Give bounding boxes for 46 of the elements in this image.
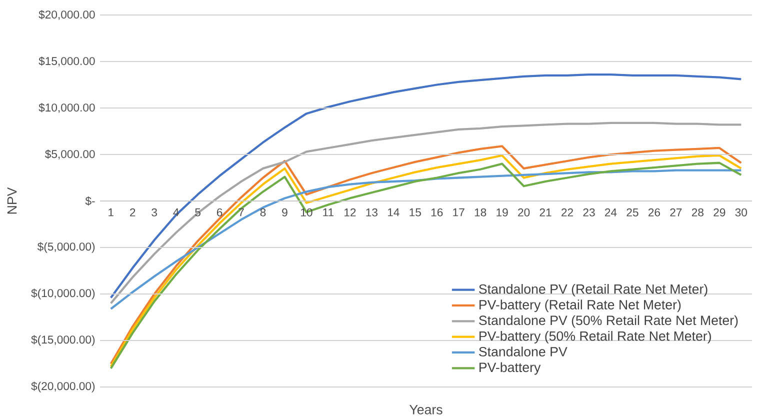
- legend-label: PV-battery (Retail Rate Net Meter): [480, 300, 681, 312]
- x-tick-label: 4: [173, 208, 179, 216]
- x-tick-label: 5: [195, 208, 200, 216]
- legend-label: Standalone PV: [479, 346, 568, 356]
- x-tick-label: 3: [152, 208, 157, 216]
- x-tick-label: 6: [216, 208, 222, 216]
- x-tick-label: 8: [260, 208, 266, 216]
- x-tick-label: 2: [130, 208, 136, 216]
- y-tick-label: $5,000.00: [45, 150, 95, 160]
- y-tick-label: $(15,000.00): [31, 335, 95, 346]
- x-tick-label: 19: [496, 208, 508, 216]
- x-tick-label: 9: [282, 208, 288, 216]
- x-tick-label: 14: [388, 208, 400, 216]
- y-tick-label: $(5,000.00): [37, 242, 95, 253]
- y-tick-label: $(10,000.00): [31, 288, 95, 300]
- x-tick-label: 21: [540, 208, 552, 216]
- x-tick-label: 15: [410, 208, 421, 216]
- x-tick-label: 29: [714, 208, 726, 216]
- y-axis-title: NPV: [7, 187, 17, 214]
- x-tick-label: 25: [626, 208, 638, 216]
- x-tick-label: 22: [562, 208, 573, 216]
- x-tick-label: 28: [692, 208, 704, 216]
- y-tick-label: $15,000.00: [38, 56, 95, 66]
- x-tick-label: 26: [648, 208, 660, 216]
- x-tick-label: 24: [604, 208, 617, 216]
- x-tick-label: 20: [518, 208, 530, 216]
- y-tick-label: $10,000.00: [38, 103, 95, 113]
- legend-label: Standalone PV (Retail Rate Net Meter): [479, 284, 708, 296]
- x-tick-label: 30: [735, 208, 747, 216]
- x-tick-label: 27: [670, 208, 682, 216]
- x-axis-title: Years: [409, 405, 442, 414]
- x-tick-label: 11: [323, 208, 334, 216]
- x-tick-label: 7: [238, 208, 244, 216]
- legend-label: PV-battery (50% Retail Rate Net Meter): [480, 330, 711, 344]
- y-tick-label: $20,000.00: [38, 10, 95, 20]
- x-tick-label: 12: [344, 208, 356, 216]
- x-tick-label: 17: [453, 208, 464, 216]
- y-tick-label: $(20,000.00): [31, 382, 95, 392]
- x-tick-label: 1: [108, 208, 114, 216]
- x-tick-label: 23: [583, 208, 595, 216]
- legend-label: Standalone PV (50% Retail Rate Net Meter): [479, 315, 738, 328]
- x-tick-label: 16: [431, 208, 443, 216]
- y-tick-label: $-: [85, 196, 95, 206]
- legend-label: PV-battery: [480, 362, 541, 375]
- x-tick-label: 18: [474, 208, 486, 216]
- x-tick-label: 13: [366, 208, 378, 216]
